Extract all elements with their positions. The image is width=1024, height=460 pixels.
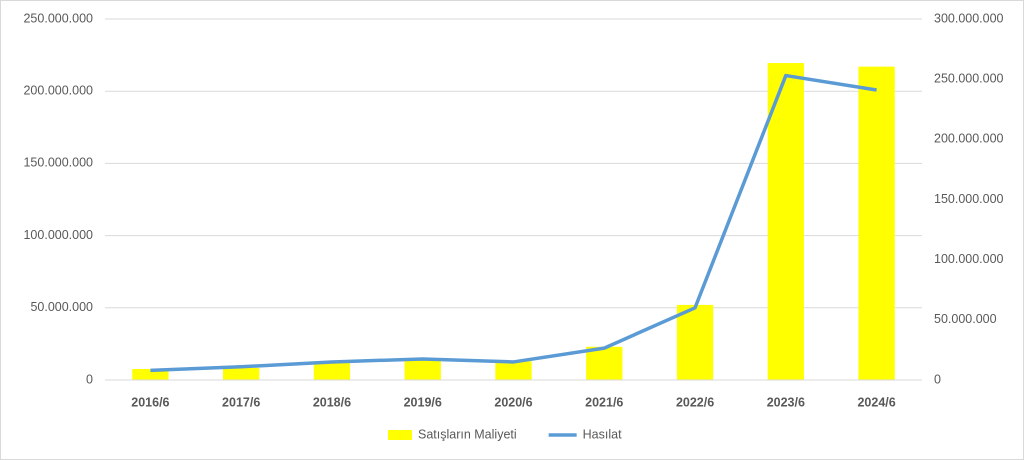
y2-tick-label: 250.000.000 bbox=[934, 71, 1004, 85]
y-tick-label: 0 bbox=[86, 372, 93, 386]
x-tick-label: 2022/6 bbox=[676, 395, 714, 409]
bar bbox=[676, 304, 714, 380]
bar bbox=[495, 361, 532, 380]
y2-tick-label: 150.000.000 bbox=[934, 192, 1004, 206]
y2-tick-label: 50.000.000 bbox=[934, 312, 997, 326]
y2-tick-label: 100.000.000 bbox=[934, 252, 1004, 266]
y-tick-label: 200.000.000 bbox=[23, 83, 93, 97]
y2-tick-label: 300.000.000 bbox=[934, 11, 1004, 25]
bar bbox=[404, 358, 441, 380]
legend-label: Satışların Maliyeti bbox=[418, 427, 517, 441]
bar bbox=[313, 362, 351, 380]
y-tick-label: 100.000.000 bbox=[23, 228, 93, 242]
bar bbox=[858, 66, 895, 380]
x-tick-label: 2018/6 bbox=[313, 395, 351, 409]
x-tick-label: 2016/6 bbox=[131, 395, 169, 409]
bar bbox=[132, 369, 169, 380]
x-tick-label: 2017/6 bbox=[222, 395, 260, 409]
x-tick-label: 2019/6 bbox=[404, 395, 442, 409]
y-tick-label: 150.000.000 bbox=[23, 156, 93, 170]
x-tick-label: 2020/6 bbox=[494, 395, 532, 409]
bar bbox=[586, 346, 623, 380]
y-tick-label: 50.000.000 bbox=[30, 300, 93, 314]
x-tick-label: 2023/6 bbox=[767, 395, 805, 409]
line bbox=[150, 73, 877, 373]
bar bbox=[767, 63, 804, 381]
y-tick-label: 250.000.000 bbox=[23, 11, 93, 25]
x-tick-label: 2024/6 bbox=[857, 395, 895, 409]
bar bbox=[223, 368, 260, 380]
x-tick-label: 2021/6 bbox=[585, 395, 623, 409]
y2-tick-label: 0 bbox=[934, 372, 941, 386]
y2-tick-label: 200.000.000 bbox=[934, 132, 1004, 146]
legend-swatch bbox=[388, 430, 412, 440]
legend-label: Hasılat bbox=[583, 427, 622, 441]
